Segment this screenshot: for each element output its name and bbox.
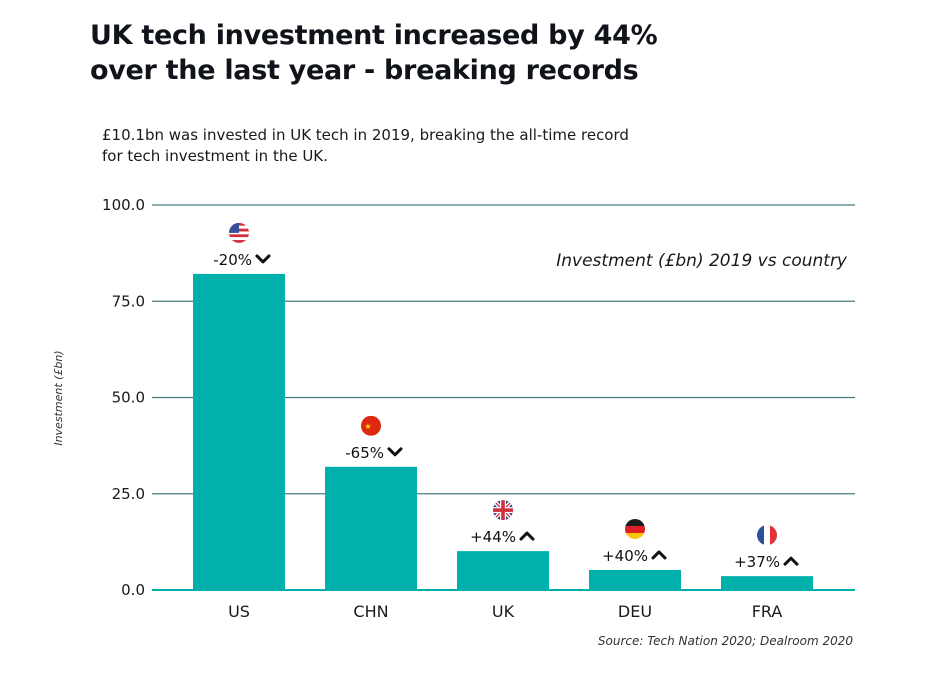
bar-deu xyxy=(589,569,681,590)
china-flag-icon: ★ xyxy=(361,415,381,436)
bar-chn xyxy=(325,466,417,590)
chevron-down-icon xyxy=(387,447,403,457)
x-tick-label: US xyxy=(228,602,250,621)
y-tick-label: 25.0 xyxy=(112,485,145,503)
x-tick-label: UK xyxy=(492,602,515,621)
change-label: +37% xyxy=(734,553,780,571)
y-tick-label: 100.0 xyxy=(102,196,145,214)
change-label: +44% xyxy=(470,528,516,546)
x-axis-labels: US CHN UK DEU FRA xyxy=(228,602,782,621)
bar-annotations: -20% -65% ★ +44% +40% +37% xyxy=(213,222,799,571)
france-flag-icon xyxy=(757,525,777,546)
bars xyxy=(193,273,813,590)
chevron-down-icon xyxy=(255,254,271,264)
subtitle-line-2: for tech investment in the UK. xyxy=(102,147,328,165)
y-axis-ticks: 0.0 25.0 50.0 75.0 100.0 xyxy=(102,196,145,599)
source-note: Source: Tech Nation 2020; Dealroom 2020 xyxy=(598,634,853,648)
y-axis-label: Investment (£bn) xyxy=(52,350,65,445)
change-label: -20% xyxy=(213,251,252,269)
change-label: -65% xyxy=(345,444,384,462)
x-tick-label: FRA xyxy=(752,602,783,621)
change-label: +40% xyxy=(602,547,648,565)
subtitle-line-1: £10.1bn was invested in UK tech in 2019,… xyxy=(102,126,629,144)
chevron-up-icon xyxy=(783,556,799,566)
legend-text: Investment (£bn) 2019 vs country xyxy=(556,251,848,271)
y-tick-label: 50.0 xyxy=(112,389,145,407)
svg-text:★: ★ xyxy=(364,422,371,431)
germany-flag-icon xyxy=(625,518,645,539)
uk-flag-icon xyxy=(493,500,513,521)
chevron-up-icon xyxy=(519,531,535,541)
us-flag-icon xyxy=(229,222,249,243)
chart-subtitle: £10.1bn was invested in UK tech in 2019,… xyxy=(102,125,629,167)
bar-us xyxy=(193,273,285,590)
x-tick-label: DEU xyxy=(618,602,652,621)
chart-title: UK tech investment increased by 44% over… xyxy=(90,18,658,88)
title-line-1: UK tech investment increased by 44% xyxy=(90,20,658,51)
bar-fra xyxy=(721,576,813,590)
bar-uk xyxy=(457,551,549,590)
y-tick-label: 75.0 xyxy=(112,292,145,310)
y-tick-label: 0.0 xyxy=(121,581,145,599)
title-line-2: over the last year - breaking records xyxy=(90,55,639,86)
chevron-up-icon xyxy=(651,550,667,560)
x-tick-label: CHN xyxy=(353,602,388,621)
